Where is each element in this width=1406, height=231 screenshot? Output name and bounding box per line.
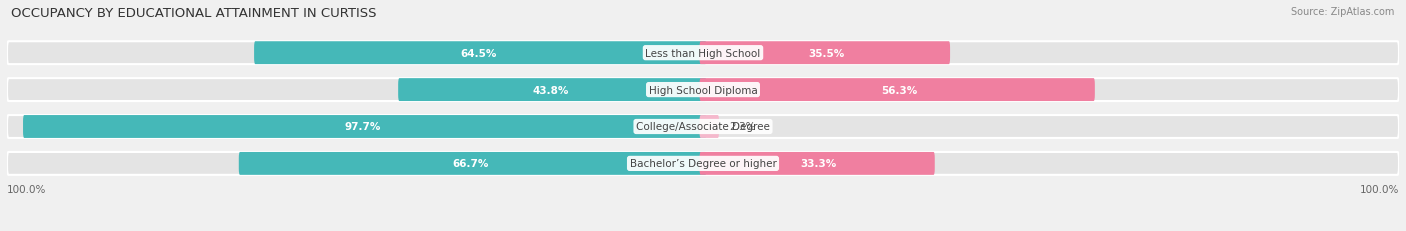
Text: OCCUPANCY BY EDUCATIONAL ATTAINMENT IN CURTISS: OCCUPANCY BY EDUCATIONAL ATTAINMENT IN C… <box>11 7 377 20</box>
Text: 100.0%: 100.0% <box>7 184 46 194</box>
Text: 35.5%: 35.5% <box>808 49 845 58</box>
Text: Bachelor’s Degree or higher: Bachelor’s Degree or higher <box>630 159 776 169</box>
FancyBboxPatch shape <box>700 152 935 175</box>
FancyBboxPatch shape <box>7 42 1399 65</box>
FancyBboxPatch shape <box>700 42 950 65</box>
FancyBboxPatch shape <box>398 79 706 102</box>
Text: Source: ZipAtlas.com: Source: ZipAtlas.com <box>1291 7 1395 17</box>
FancyBboxPatch shape <box>7 79 1399 102</box>
Text: 33.3%: 33.3% <box>801 159 837 169</box>
Text: 66.7%: 66.7% <box>453 159 489 169</box>
Text: Less than High School: Less than High School <box>645 49 761 58</box>
FancyBboxPatch shape <box>22 116 706 138</box>
Text: 43.8%: 43.8% <box>533 85 569 95</box>
Text: High School Diploma: High School Diploma <box>648 85 758 95</box>
Text: College/Associate Degree: College/Associate Degree <box>636 122 770 132</box>
Text: 64.5%: 64.5% <box>460 49 496 58</box>
FancyBboxPatch shape <box>239 152 706 175</box>
Text: 2.3%: 2.3% <box>730 122 756 132</box>
FancyBboxPatch shape <box>7 152 1399 175</box>
Text: 56.3%: 56.3% <box>880 85 917 95</box>
Text: 97.7%: 97.7% <box>344 122 381 132</box>
FancyBboxPatch shape <box>700 116 718 138</box>
Text: 100.0%: 100.0% <box>1360 184 1399 194</box>
FancyBboxPatch shape <box>254 42 706 65</box>
FancyBboxPatch shape <box>7 116 1399 138</box>
FancyBboxPatch shape <box>700 79 1095 102</box>
